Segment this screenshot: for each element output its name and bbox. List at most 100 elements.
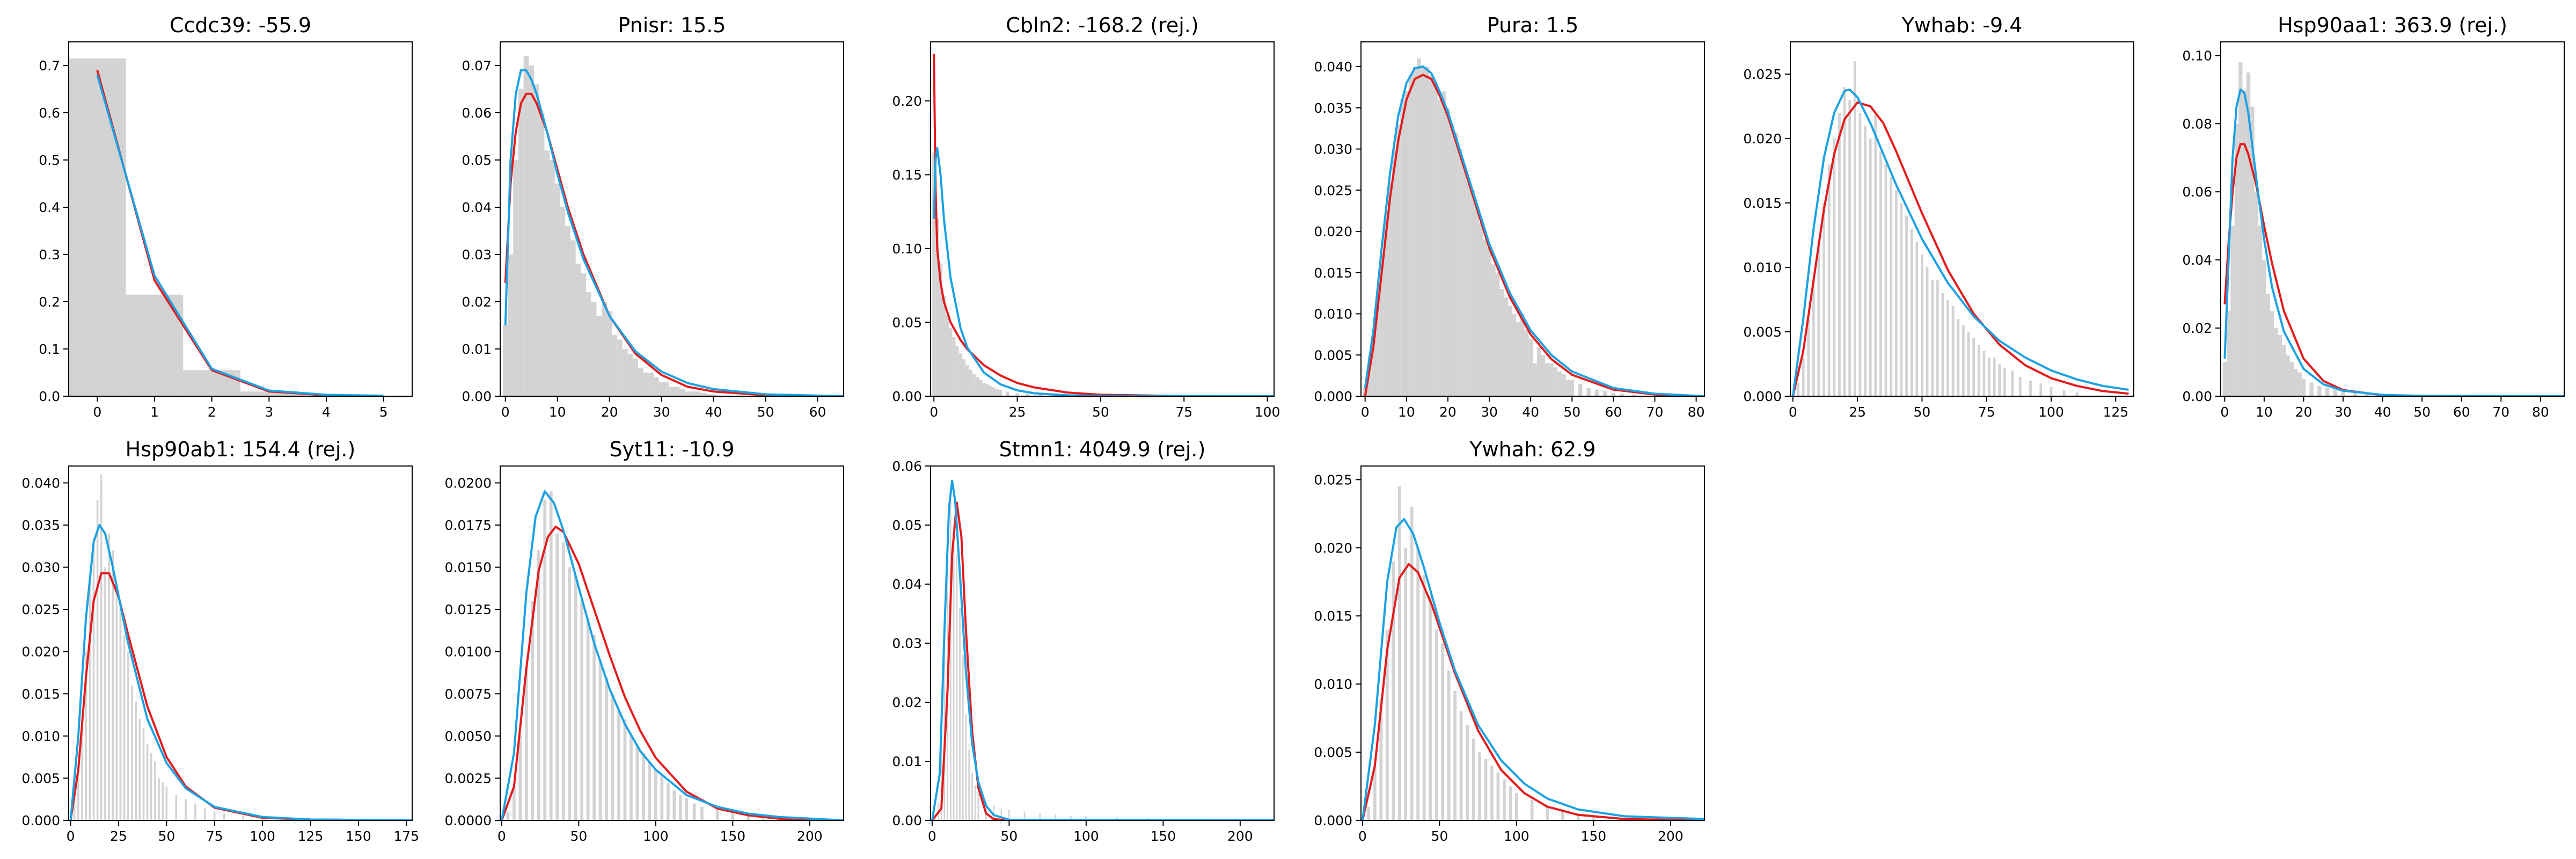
histogram-bar [1495,272,1500,396]
histogram-bar [146,744,149,820]
histogram-bar [581,273,586,396]
histogram-bar [1941,293,1944,396]
histogram-bar [635,744,639,820]
histogram-bar [1416,548,1420,820]
histogram-bar [965,714,967,820]
y-tick-label: 0.0125 [445,602,492,617]
y-tick-label: 0.000 [1314,813,1352,828]
histogram-bar [700,806,704,820]
histogram-bar [1541,355,1546,396]
histogram-bar [658,382,664,396]
histogram-bar [183,370,240,396]
histogram-bar [1503,779,1506,820]
histogram-bar [1936,280,1939,396]
histogram-bar [968,749,970,820]
histogram-bar [115,584,118,820]
histogram-bar [611,694,614,820]
histogram-bar [1905,216,1908,396]
histogram-bar [1458,149,1462,396]
histogram-bar [1884,164,1887,396]
histogram-bar [108,533,110,820]
x-tick-label: 50 [757,404,774,420]
x-tick-label: 10 [1398,404,1415,420]
histogram-bar [1823,203,1825,396]
histogram-bar [100,474,103,820]
x-tick-label: 50 [2413,404,2431,420]
histogram-bar [962,655,964,820]
subplot-5: 0 25 50 75 100 125 0.000 0.005 0.010 0.015 0.020 0.… [1743,13,2134,420]
histogram-bar [2270,311,2274,396]
histogram-bar [543,499,547,820]
histogram-bar [1879,151,1882,396]
histogram-bar [1890,177,1893,396]
histogram-bar [2258,225,2263,396]
histogram-bar [1422,575,1426,820]
x-tick-label: 100 [1504,828,1529,844]
histogram-bar [1915,242,1919,396]
histogram-bar [204,807,206,820]
plot-area [1363,58,1704,396]
x-tick-label: 100 [1255,404,1280,420]
x-tick-label: 70 [1646,404,1664,420]
axes-frame [1360,465,1705,821]
histogram-bar [1576,813,1580,820]
histogram-bar [1874,113,1877,396]
histogram-bar [1462,165,1467,396]
histogram-bar [1910,229,1913,396]
histogram-bar [1611,392,1616,396]
y-tick-label: 0.4 [39,200,60,215]
histogram-bar [1520,314,1525,396]
x-tick-label: 75 [1175,404,1192,420]
histogram-bar [518,736,522,820]
histogram-bar [506,812,510,820]
histogram-bar [969,369,972,396]
x-tick-label: 1 [150,404,159,420]
histogram-bar [1429,75,1433,396]
x-tick-label: 5 [379,404,388,420]
axes-frame [930,41,1275,397]
histogram-bar [1008,810,1010,820]
histogram-bar [1371,338,1375,396]
x-tick-label: 0 [67,828,75,844]
histogram-bar [1578,383,1583,396]
x-tick-label: 60 [809,404,826,420]
histogram-bar [1957,319,1960,396]
axes-frame [2220,41,2565,397]
histogram-bar [1561,374,1566,396]
x-tick-label: 50 [1563,404,1580,420]
histogram-bar [996,389,999,396]
histogram-bar [508,254,514,396]
x-tick-label: 25 [110,828,127,844]
histogram-bar [1379,256,1384,396]
histogram-bar [747,815,750,820]
histogram-bar [1619,394,1624,396]
x-tick-label: 10 [2256,404,2273,420]
histogram-bar [1039,813,1041,820]
histogram-bar [972,374,976,396]
x-tick-label: 100 [2038,404,2064,420]
plot-area [932,53,1274,396]
histogram-bar [1894,190,1898,396]
histogram-bar [1026,394,1029,396]
histogram-bar [1429,595,1432,820]
histogram-bar [2075,392,2079,396]
histogram-bar [1977,345,1980,396]
histogram-bar [975,377,979,396]
y-tick-label: 0.01 [892,754,922,769]
x-tick-label: 0 [930,404,938,420]
histogram-bar [623,719,627,820]
subplot-title: Stmn1: 4049.9 (rej.) [999,438,1206,461]
red-fit-curve [501,526,844,820]
histogram-bar [1833,139,1836,396]
histogram-bar [685,391,690,396]
histogram-bar [956,555,958,820]
histogram-bar [664,382,670,396]
histogram-bar [1375,297,1380,396]
subplot-title: Pura: 1.5 [1487,13,1579,37]
histogram-bar [537,550,540,820]
histogram-bar [1367,806,1371,820]
axes-frame [68,465,413,821]
subplot-title: Hsp90aa1: 363.9 (rej.) [2278,13,2507,37]
histogram-bar [1858,113,1862,396]
